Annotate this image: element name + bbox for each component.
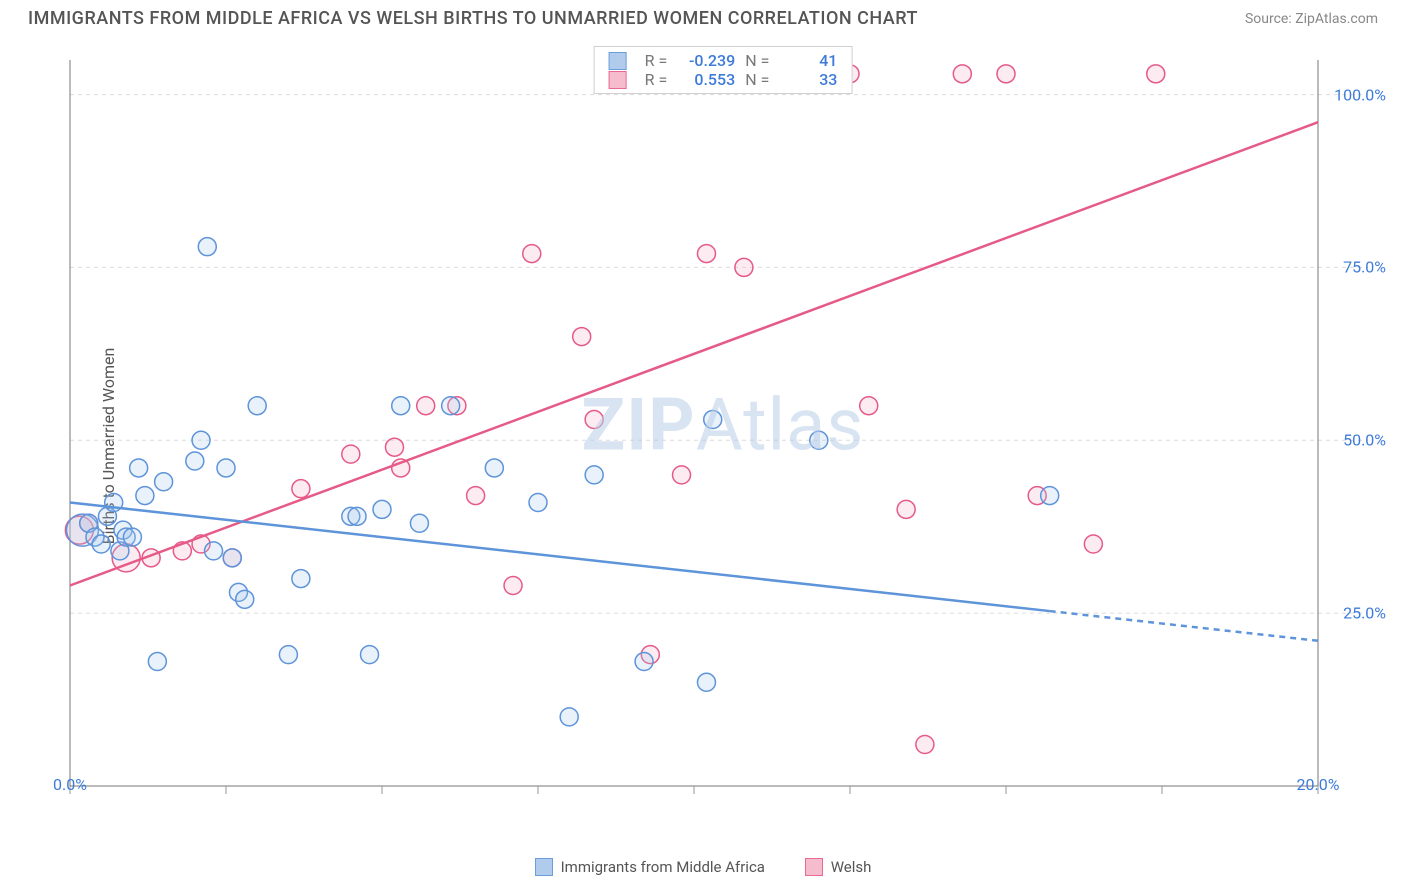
legend-item-s1: Immigrants from Middle Africa — [535, 858, 765, 876]
series-swatch-s2 — [609, 71, 627, 89]
y-tick-label: 50.0% — [1343, 431, 1386, 450]
stats-row-s2: R = 0.553 N = 33 — [609, 70, 838, 89]
legend-label-s2: Welsh — [831, 858, 872, 876]
r-value-s1: -0.239 — [677, 51, 735, 70]
chart-title: IMMIGRANTS FROM MIDDLE AFRICA VS WELSH B… — [28, 8, 918, 29]
y-tick-label: 75.0% — [1343, 258, 1386, 277]
source-name: ZipAtlas.com — [1295, 11, 1378, 27]
x-axis-legend: Immigrants from Middle Africa Welsh — [0, 858, 1406, 880]
n-value-s2: 33 — [779, 70, 837, 89]
legend-item-s2: Welsh — [805, 858, 872, 876]
legend-swatch-s2 — [805, 858, 823, 876]
legend-label-s1: Immigrants from Middle Africa — [561, 858, 765, 876]
n-value-s1: 41 — [779, 51, 837, 70]
n-label: N = — [745, 70, 769, 89]
chart-area: ZIPAtlas R = -0.239 N = 41 R = 0.553 N =… — [58, 46, 1388, 836]
y-tick-label: 25.0% — [1343, 604, 1386, 623]
series-swatch-s1 — [609, 52, 627, 70]
x-tick-label: 0.0% — [53, 775, 87, 794]
legend-swatch-s1 — [535, 858, 553, 876]
x-tick-label: 20.0% — [1297, 775, 1340, 794]
r-value-s2: 0.553 — [677, 70, 735, 89]
y-tick-label: 100.0% — [1334, 85, 1386, 104]
header-row: IMMIGRANTS FROM MIDDLE AFRICA VS WELSH B… — [0, 0, 1406, 29]
source-attribution: Source: ZipAtlas.com — [1245, 11, 1378, 27]
scatter-chart-svg — [58, 46, 1388, 836]
stats-legend-box: R = -0.239 N = 41 R = 0.553 N = 33 — [594, 46, 853, 94]
n-label: N = — [745, 51, 769, 70]
stats-row-s1: R = -0.239 N = 41 — [609, 51, 838, 70]
r-label: R = — [645, 70, 668, 89]
source-prefix: Source: — [1245, 11, 1295, 27]
r-label: R = — [645, 51, 668, 70]
